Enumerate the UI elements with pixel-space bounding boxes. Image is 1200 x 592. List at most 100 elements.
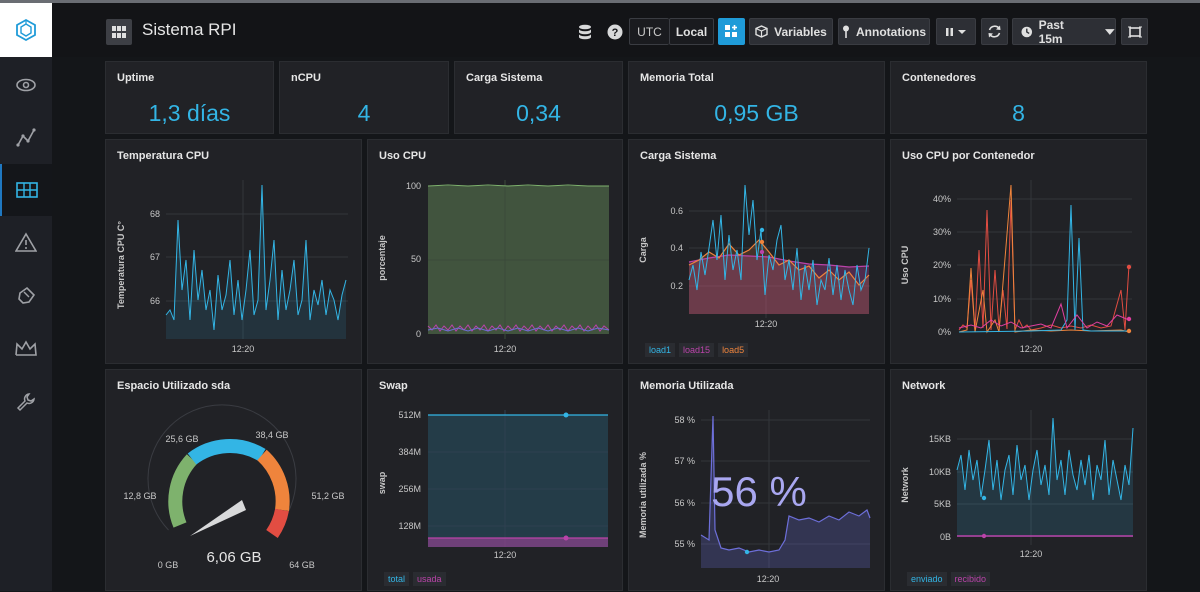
- graph-panel-network[interactable]: Network 15KB 10KB 5KB 0B 12:20 Network e…: [890, 369, 1147, 591]
- cpu-per-container-chart: 40% 30% 20% 10% 0% 12:20 Uso CPU: [900, 180, 1132, 354]
- panel-title: Uptime: [117, 72, 155, 84]
- graph-panel-cpu-temperature[interactable]: Temperatura CPU 68 67 66 12:20 Temperatu…: [105, 139, 362, 364]
- y-tick: 56 %: [674, 498, 695, 508]
- y-axis-label: Temperatura CPU C°: [116, 221, 126, 309]
- stat-value: 1,3 días: [148, 100, 231, 126]
- datasource-button[interactable]: [574, 18, 596, 45]
- graph-panel-system-load[interactable]: Carga Sistema 0.6 0.4 0.2 12:20 Carga lo…: [628, 139, 885, 364]
- legend-used[interactable]: usada: [413, 572, 446, 586]
- sidebar-item-explore[interactable]: [0, 112, 52, 164]
- memory-line: [700, 415, 871, 553]
- legend-received[interactable]: recibido: [950, 572, 991, 586]
- question-circle-icon: ?: [607, 24, 623, 39]
- time-range-label: Past 15m: [1038, 17, 1064, 46]
- stat-panel-containers[interactable]: Contenedores 8: [890, 61, 1147, 134]
- y-tick: 0.2: [670, 281, 683, 291]
- stat-panel-load[interactable]: Carga Sistema 0,34: [454, 61, 623, 134]
- annotations-button[interactable]: Annotations: [838, 18, 930, 45]
- y-tick: 40%: [933, 194, 951, 204]
- refresh-button[interactable]: [981, 18, 1008, 45]
- graph-panel-swap[interactable]: Swap 512M 384M 256M 128M 12:20 swap tota…: [367, 369, 623, 591]
- gauge-panel-disk-usage[interactable]: Espacio Utilizado sda 0 GB 12,8 GB 25,6 …: [105, 369, 362, 591]
- gauge-tick: 64 GB: [289, 560, 315, 570]
- graph-panel-memory-used[interactable]: Memoria Utilizada 58 % 57 % 56 % 55 % 12…: [628, 369, 885, 591]
- variables-button[interactable]: Variables: [749, 18, 833, 45]
- dashboard-picker-button[interactable]: [106, 19, 132, 45]
- sidebar-item-dashboards[interactable]: [0, 164, 52, 216]
- y-tick: 50: [411, 254, 421, 264]
- cube-icon: [755, 25, 768, 38]
- graph-panel-cpu-usage[interactable]: Uso CPU 100 50 0 12:20 porcentaje: [367, 139, 623, 364]
- swap-chart: 512M 384M 256M 128M 12:20 swap: [377, 410, 608, 560]
- sidebar-item-view[interactable]: [0, 59, 52, 111]
- cpu-usage-chart: 100 50 0 12:20 porcentaje: [377, 180, 610, 354]
- grid-icon: [112, 26, 126, 38]
- legend-load15[interactable]: load15: [679, 343, 715, 357]
- y-tick: 20%: [933, 260, 951, 270]
- y-tick: 66: [150, 296, 160, 306]
- dashboard-title[interactable]: Sistema RPI: [142, 20, 237, 39]
- view-mode-button[interactable]: [1121, 18, 1148, 45]
- grafana-logo[interactable]: [0, 3, 52, 57]
- y-tick: 0.6: [670, 206, 683, 216]
- memory-area: [701, 416, 870, 568]
- stat-panel-memory-total[interactable]: Memoria Total 0,95 GB: [628, 61, 885, 134]
- container-series-orange: [958, 184, 1130, 334]
- y-tick: 0.4: [670, 243, 683, 253]
- load1-line: [688, 184, 870, 306]
- plug-icon: [18, 286, 36, 304]
- legend-load5[interactable]: load5: [718, 343, 749, 357]
- stat-value: 0,34: [516, 100, 561, 126]
- timezone-local-button[interactable]: Local: [669, 18, 714, 45]
- y-tick: 15KB: [929, 434, 951, 444]
- refresh-pause-button[interactable]: [936, 18, 976, 45]
- sent-point: [981, 495, 987, 501]
- panel-title: Contenedores: [902, 72, 976, 84]
- stat-panel-ncpu[interactable]: nCPU 4: [279, 61, 449, 134]
- legend: total usada: [384, 572, 446, 586]
- y-tick: 67: [150, 252, 160, 262]
- system-load-chart: 0.6 0.4 0.2 12:20 Carga: [638, 180, 870, 329]
- graph-panel-cpu-per-container[interactable]: Uso CPU por Contenedor 40% 30% 20% 10% 0…: [890, 139, 1147, 364]
- legend-load1[interactable]: load1: [645, 343, 676, 357]
- y-tick: 256M: [398, 484, 421, 494]
- y-tick: 128M: [398, 521, 421, 531]
- stat-value: 4: [357, 100, 371, 126]
- add-panel-button[interactable]: [718, 18, 745, 45]
- eye-icon: [16, 78, 36, 92]
- help-button[interactable]: ?: [604, 18, 626, 45]
- chevron-down-icon: [1105, 28, 1115, 35]
- gauge-band-red: [266, 508, 289, 538]
- stat-panel-uptime[interactable]: Uptime 1,3 días: [105, 61, 274, 134]
- panel-title: Carga Sistema: [640, 150, 717, 162]
- y-axis-label: Network: [900, 466, 910, 503]
- svg-text:?: ?: [612, 27, 619, 39]
- gauge-band-blue: [187, 439, 266, 465]
- x-tick: 12:20: [1020, 344, 1043, 354]
- cpu-idle-line: [427, 184, 609, 187]
- load5-point: [759, 239, 765, 245]
- swap-total-point: [563, 412, 569, 418]
- y-tick: 10%: [933, 294, 951, 304]
- sidebar-item-plugins[interactable]: [0, 270, 52, 322]
- pin-icon: [843, 25, 849, 38]
- sidebar-item-admin[interactable]: [0, 323, 52, 375]
- legend-sent[interactable]: enviado: [907, 572, 947, 586]
- gauge-value: 6,06 GB: [206, 549, 261, 566]
- legend-total[interactable]: total: [384, 572, 410, 586]
- sidebar-item-alerting[interactable]: [0, 217, 52, 269]
- gauge-tick: 38,4 GB: [255, 430, 288, 440]
- grafana-logo-icon: [16, 18, 36, 42]
- y-tick: 512M: [398, 410, 421, 420]
- y-tick: 384M: [398, 447, 421, 457]
- timezone-utc-button[interactable]: UTC: [629, 18, 669, 45]
- x-tick: 12:20: [757, 574, 780, 584]
- sent-line: [956, 417, 1134, 501]
- time-range-picker[interactable]: Past 15m: [1012, 17, 1116, 46]
- panel-title: nCPU: [291, 72, 321, 84]
- panel-title: Espacio Utilizado sda: [117, 380, 231, 392]
- container-point: [1126, 316, 1132, 322]
- sidebar-item-configuration[interactable]: [0, 376, 52, 428]
- panel-title: Memoria Utilizada: [640, 380, 734, 392]
- y-tick: 58 %: [674, 415, 695, 425]
